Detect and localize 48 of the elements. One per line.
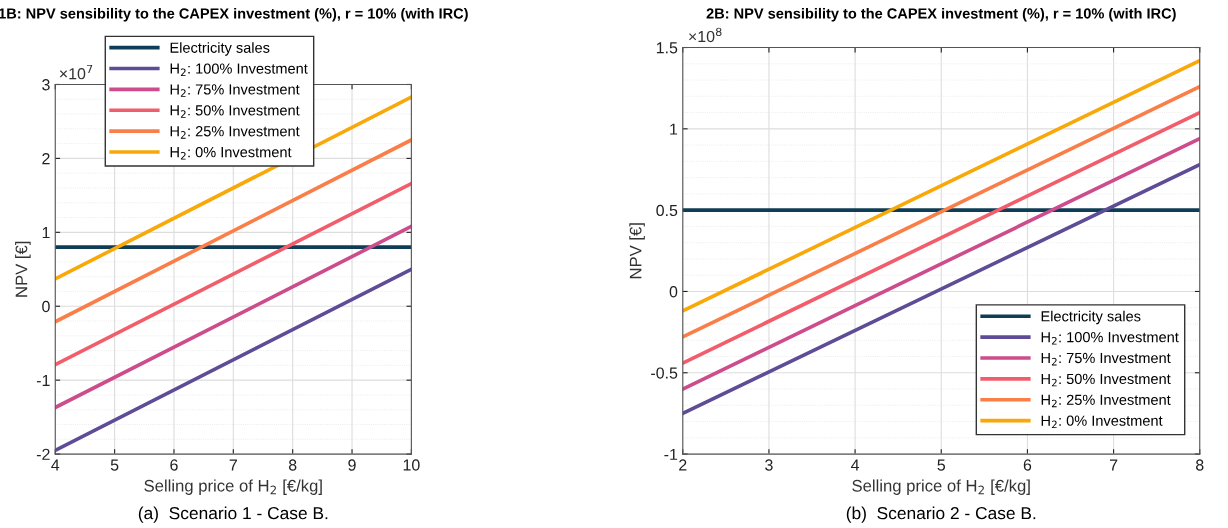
x-tick-label: 4 [851, 459, 860, 471]
x-tick-label: 3 [765, 459, 773, 471]
y-tick-label: -0.5 [651, 367, 678, 379]
text: ×10$^{7}$ [59, 64, 93, 80]
x-tick-label: 6 [1023, 459, 1032, 471]
y-tick-label: 1 [670, 123, 678, 135]
y-axis-title: NPV [€] [629, 223, 645, 279]
y-tick-label: 0 [669, 286, 678, 298]
x-tick-label: 7 [229, 459, 237, 471]
text: ×10$^{8}$ [689, 27, 722, 43]
x-tick-label: 2 [679, 459, 687, 471]
x-tick-label: 10 [403, 459, 420, 471]
y-tick-label: 1 [42, 227, 50, 239]
y-tick-label: 0 [42, 300, 50, 313]
legend-label: H$_{2}$: 50% Investment [1041, 373, 1171, 387]
y-tick-label: -2 [36, 448, 50, 460]
x-tick-label: 9 [348, 459, 356, 471]
x-axis-title: Selling price of H$_{2}$ [€/kg] [852, 479, 1030, 495]
y-tick-label: 3 [42, 79, 50, 91]
y-tick-label: 2 [42, 153, 50, 165]
legend-label: H$_{2}$: 0% Investment [170, 146, 292, 160]
x-tick-label: 6 [170, 459, 178, 471]
y-tick-label: -1 [664, 448, 678, 460]
legend-label: Electricity sales [170, 42, 270, 56]
legend-label: H$_{2}$: 75% Investment [1041, 352, 1171, 366]
legend-label: H$_{2}$: 0% Investment [1041, 415, 1163, 429]
legend-label: H$_{2}$: 50% Investment [170, 105, 300, 118]
legend-label: H$_{2}$: 75% Investment [170, 84, 300, 97]
x-tick-label: 4 [51, 459, 60, 471]
text: (a) Scenario 1 - Case B. [138, 506, 328, 523]
legend-label: H$_{2}$: 100% Investment [170, 63, 308, 76]
legend-label: H$_{2}$: 25% Investment [170, 126, 300, 139]
chart-title: 2B: NPV sensibility to the CAPEX investment (%), r = 10% (with IRC) [706, 7, 1176, 22]
x-tick-label: 7 [1109, 459, 1118, 471]
x-tick-label: 5 [937, 459, 946, 471]
x-tick-label: 8 [288, 459, 297, 471]
chart-title: 1B: NPV sensibility to the CAPEX investment (%), r = 10% (with IRC) [0, 7, 468, 22]
legend-label: H$_{2}$: 100% Investment [1041, 331, 1179, 345]
legend-label: H$_{2}$: 25% Investment [1041, 394, 1171, 408]
legend-label: Electricity sales [1041, 310, 1141, 325]
y-axis-title: NPV [€] [15, 241, 31, 297]
y-tick-label: -1 [36, 374, 50, 386]
text: (b) Scenario 2 - Case B. [846, 506, 1036, 523]
x-tick-label: 5 [110, 459, 119, 471]
x-tick-label: 8 [1196, 459, 1204, 471]
x-axis-title: Selling price of H$_{2}$ [€/kg] [144, 479, 322, 495]
y-tick-label: 1.5 [656, 42, 678, 54]
y-tick-label: 0.5 [656, 204, 678, 217]
